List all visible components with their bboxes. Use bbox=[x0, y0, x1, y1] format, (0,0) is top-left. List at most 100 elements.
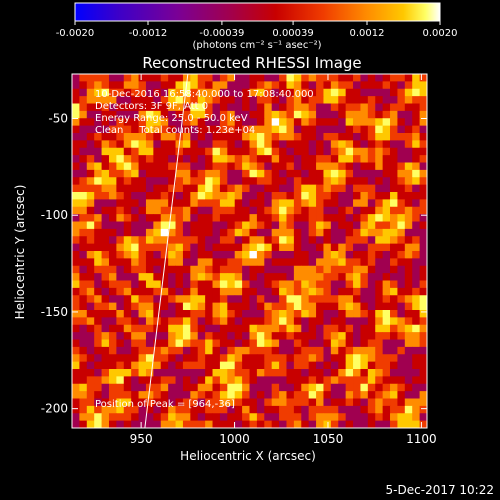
heatmap-cell bbox=[279, 346, 287, 355]
heatmap-cell bbox=[86, 192, 95, 200]
heatmap-cell bbox=[79, 391, 88, 399]
heatmap-cell bbox=[234, 287, 243, 296]
heatmap-cell bbox=[123, 177, 132, 186]
heatmap-cell bbox=[390, 258, 398, 267]
heatmap-cell bbox=[175, 332, 184, 340]
heatmap-cell bbox=[175, 214, 184, 222]
heatmap-cell bbox=[345, 332, 354, 340]
heatmap-cell bbox=[116, 243, 125, 252]
heatmap-cell bbox=[367, 206, 376, 215]
heatmap-cell bbox=[227, 236, 236, 245]
heatmap-cell bbox=[367, 96, 376, 104]
heatmap-cell bbox=[404, 228, 413, 237]
heatmap-cell bbox=[86, 354, 95, 363]
heatmap-cell bbox=[131, 324, 139, 333]
heatmap-cell bbox=[79, 258, 88, 267]
heatmap-cell bbox=[234, 317, 243, 326]
heatmap-cell bbox=[116, 324, 125, 333]
heatmap-cell bbox=[79, 339, 88, 348]
heatmap-cell bbox=[397, 324, 406, 333]
heatmap-cell bbox=[219, 361, 228, 370]
heatmap-cell bbox=[219, 317, 228, 326]
heatmap-cell bbox=[94, 251, 102, 259]
heatmap-cell bbox=[123, 295, 132, 304]
heatmap-cell bbox=[419, 354, 428, 363]
heatmap-cell bbox=[330, 280, 339, 289]
heatmap-cell bbox=[72, 391, 80, 399]
heatmap-cell bbox=[308, 265, 317, 274]
heatmap-cell bbox=[227, 398, 236, 407]
heatmap-cell bbox=[412, 413, 421, 422]
heatmap-cell bbox=[345, 398, 354, 407]
heatmap-cell bbox=[168, 88, 176, 97]
heatmap-cell bbox=[249, 221, 258, 230]
heatmap-cell bbox=[234, 376, 243, 385]
heatmap-cell bbox=[412, 88, 421, 97]
plot-area: 950 1000 1050 1100 -50-100-150-200 bbox=[41, 73, 437, 446]
heatmap-cell bbox=[271, 125, 280, 134]
heatmap-cell bbox=[153, 110, 162, 119]
heatmap-cell bbox=[234, 310, 243, 318]
heatmap-cell bbox=[345, 147, 354, 156]
heatmap-cell bbox=[308, 140, 317, 149]
heatmap-cell bbox=[138, 339, 147, 348]
heatmap-cell bbox=[131, 125, 139, 134]
heatmap-cell bbox=[190, 110, 199, 119]
heatmap-cell bbox=[390, 96, 398, 104]
heatmap-cell bbox=[138, 413, 147, 422]
heatmap-cell bbox=[249, 140, 258, 149]
heatmap-cell bbox=[190, 140, 199, 149]
heatmap-cell bbox=[145, 162, 154, 171]
heatmap-cell bbox=[316, 162, 324, 171]
heatmap-cell bbox=[212, 251, 221, 259]
heatmap-cell bbox=[367, 369, 376, 377]
heatmap-cell bbox=[197, 155, 206, 163]
heatmap-cell bbox=[197, 103, 206, 112]
heatmap-cell bbox=[404, 398, 413, 407]
heatmap-cell bbox=[138, 155, 147, 163]
heatmap-cell bbox=[308, 324, 317, 333]
heatmap-cell bbox=[286, 140, 295, 149]
heatmap-cell bbox=[138, 88, 147, 97]
heatmap-cell bbox=[397, 405, 406, 414]
heatmap-cell bbox=[316, 265, 324, 274]
heatmap-cell bbox=[308, 383, 317, 392]
heatmap-cell bbox=[86, 391, 95, 399]
heatmap-cell bbox=[375, 96, 384, 104]
heatmap-cell bbox=[301, 265, 310, 274]
heatmap-cell bbox=[138, 228, 147, 237]
heatmap-cell bbox=[242, 236, 250, 245]
heatmap-cell bbox=[390, 206, 398, 215]
heatmap-cell bbox=[271, 295, 280, 304]
heatmap-cell bbox=[249, 361, 258, 370]
heatmap-cell bbox=[367, 243, 376, 252]
heatmap-cell bbox=[205, 147, 213, 156]
heatmap-cell bbox=[419, 383, 428, 392]
heatmap-cell bbox=[212, 405, 221, 414]
heatmap-cell bbox=[308, 228, 317, 237]
heatmap-cell bbox=[419, 162, 428, 171]
heatmap-cell bbox=[271, 103, 280, 112]
heatmap-cell bbox=[412, 258, 421, 267]
heatmap-cell bbox=[330, 236, 339, 245]
heatmap-cell bbox=[197, 133, 206, 141]
heatmap-cell bbox=[375, 243, 384, 252]
heatmap-cell bbox=[86, 199, 95, 208]
heatmap-cell bbox=[375, 391, 384, 399]
heatmap-cell bbox=[353, 133, 361, 141]
heatmap-cell bbox=[316, 125, 324, 134]
heatmap-cell bbox=[116, 96, 125, 104]
heatmap-cell bbox=[145, 420, 154, 429]
heatmap-cell bbox=[271, 169, 280, 178]
heatmap-cell bbox=[338, 339, 347, 348]
heatmap-cell bbox=[131, 118, 139, 127]
heatmap-cell bbox=[101, 265, 110, 274]
heatmap-cell bbox=[86, 103, 95, 112]
heatmap-cell bbox=[323, 273, 332, 281]
heatmap-cell bbox=[182, 361, 191, 370]
heatmap-cell bbox=[419, 258, 428, 267]
heatmap-cell bbox=[330, 221, 339, 230]
heatmap-cell bbox=[182, 251, 191, 259]
heatmap-cell bbox=[316, 339, 324, 348]
heatmap-cell bbox=[286, 88, 295, 97]
